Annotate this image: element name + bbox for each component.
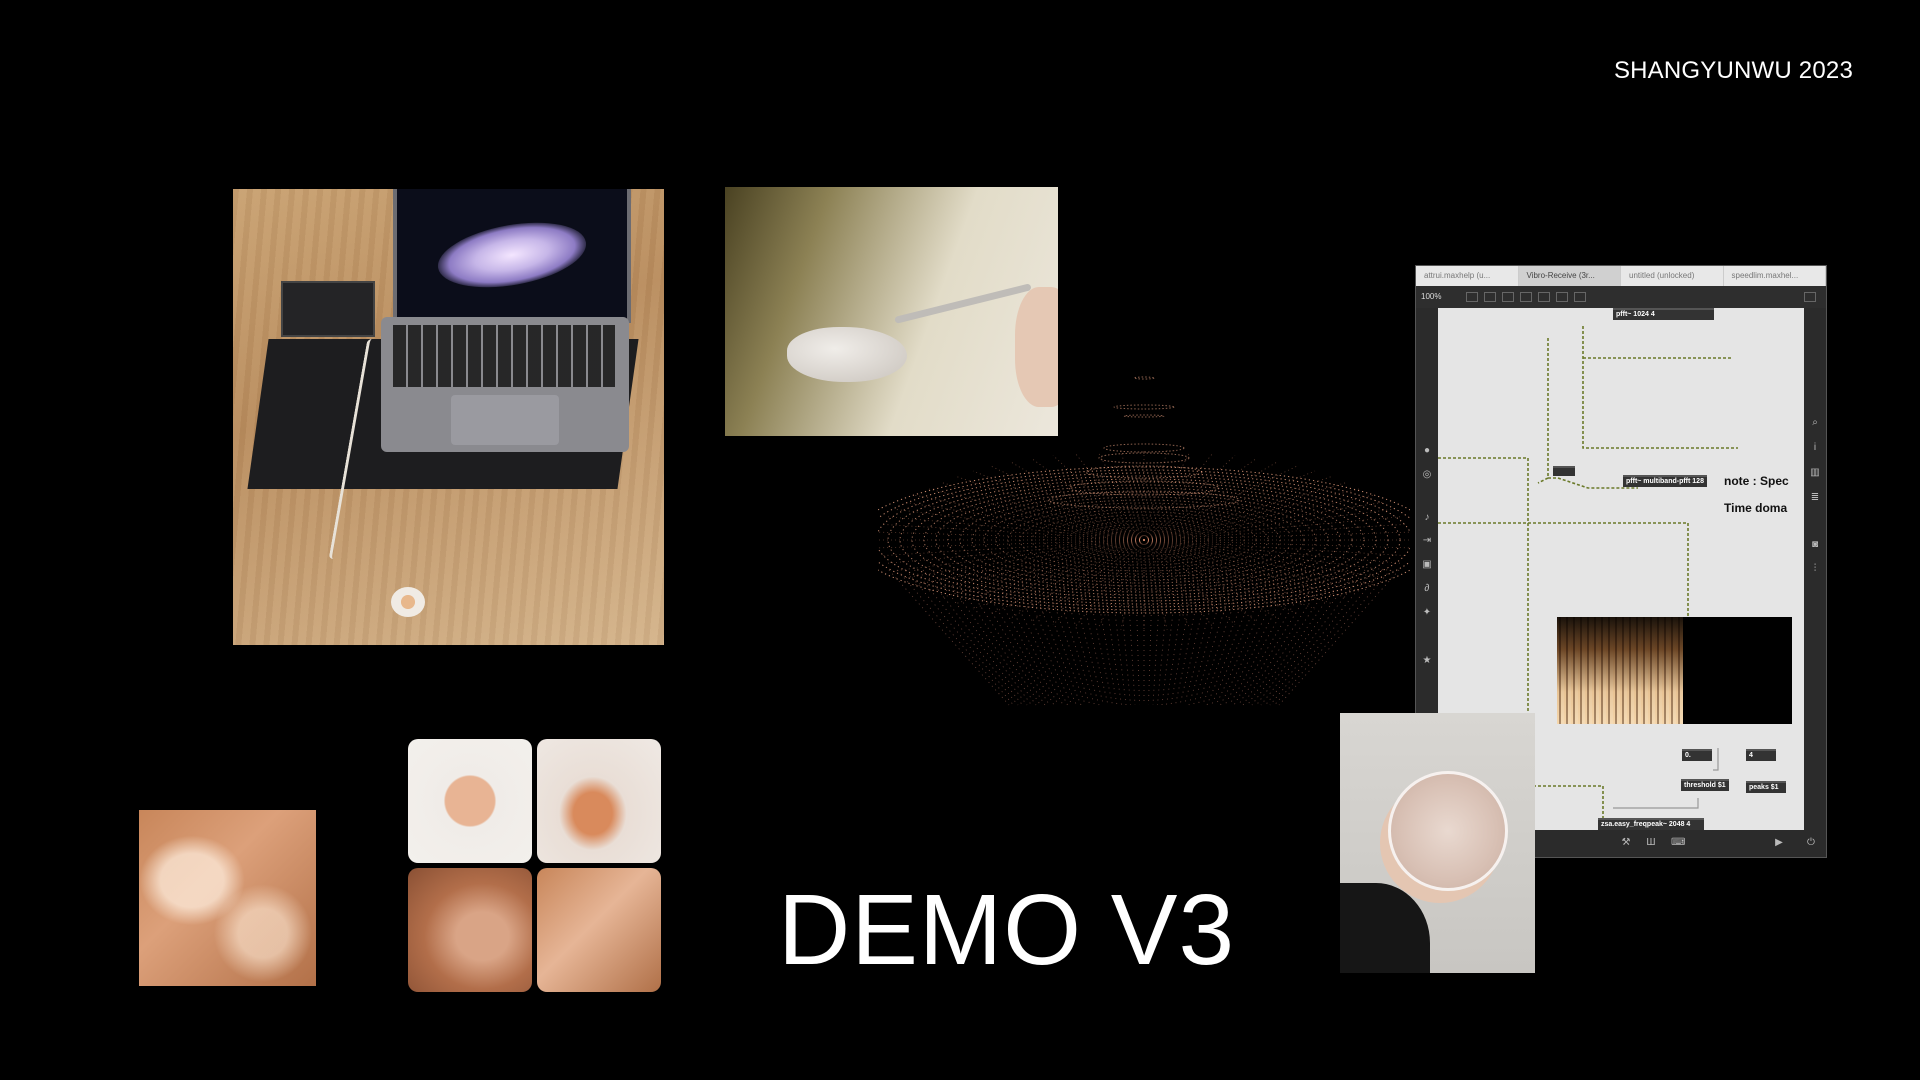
spectrogram <box>1557 617 1792 724</box>
zoom-level[interactable]: 100% <box>1421 292 1442 301</box>
petri-dish-photo <box>1340 713 1535 973</box>
zsa-object[interactable]: zsa.easy_freqpeak~ 2048 4 <box>1598 818 1704 830</box>
comment-icon[interactable] <box>1502 292 1514 302</box>
trackpad <box>451 395 559 445</box>
hand-material-photo-2 <box>537 739 661 863</box>
small-object[interactable] <box>1553 466 1575 476</box>
object-icon[interactable] <box>1520 292 1532 302</box>
author-credit: SHANGYUNWU 2023 <box>1613 57 1853 84</box>
patcher-toolbar: 100% <box>1416 286 1826 308</box>
music-note-icon[interactable]: ♪ <box>1424 512 1430 523</box>
paste-blob <box>787 327 907 382</box>
material-photo-grid <box>408 739 661 992</box>
image-icon[interactable]: ▣ <box>1422 559 1432 570</box>
material-closeup-photo-1 <box>408 868 532 992</box>
time-comment: Time doma <box>1724 501 1788 515</box>
contact-sensor <box>391 587 425 617</box>
wrench-icon[interactable]: ⚒ <box>1621 837 1631 848</box>
laptop-setup-photo <box>233 189 664 645</box>
star-icon[interactable]: ★ <box>1422 655 1432 666</box>
spoon-handle <box>894 283 1032 324</box>
search-icon[interactable]: ⌕ <box>1812 417 1818 428</box>
toggle-icon[interactable] <box>1556 292 1568 302</box>
slide-title: DEMO V3 <box>778 874 1236 986</box>
float-box[interactable]: 0. <box>1682 749 1712 761</box>
tab-attrui[interactable]: attrui.maxhelp (u... <box>1416 266 1519 286</box>
tab-speedlim[interactable]: speedlim.maxhel... <box>1724 266 1826 286</box>
pfft-multiband-object[interactable]: pfft~ multiband-pfft 128 <box>1623 475 1707 487</box>
power-icon[interactable]: ⏻ <box>1807 837 1815 848</box>
hand <box>1015 287 1058 407</box>
columns-icon[interactable]: ▥ <box>1810 467 1820 478</box>
tab-vibro-receive[interactable]: Vibro-Receive (3r... <box>1518 266 1621 286</box>
visual-disc <box>432 212 592 298</box>
puzzle-icon[interactable]: ✦ <box>1422 607 1432 618</box>
list-icon[interactable]: ≣ <box>1810 492 1820 503</box>
camera-icon[interactable]: ◙ <box>1811 539 1819 550</box>
peaks-message[interactable]: peaks $1 <box>1746 781 1786 793</box>
int-box[interactable]: 4 <box>1746 749 1776 761</box>
bracket-icon[interactable]: ⇥ <box>1422 535 1432 546</box>
lock-icon[interactable] <box>1466 292 1478 302</box>
laptop-screen <box>393 189 631 323</box>
info-icon[interactable]: i <box>1813 442 1817 453</box>
message-icon[interactable] <box>1538 292 1550 302</box>
particle-visualization <box>878 376 1410 706</box>
paperclip-icon[interactable]: ∂ <box>1424 583 1430 594</box>
material-closeup-photo-2 <box>537 868 661 992</box>
right-sidebar: ⌕ i ▥ ≣ ◙ ⫶ <box>1804 308 1826 830</box>
columns-bottom-icon[interactable]: Ш <box>1646 837 1656 848</box>
tab-untitled[interactable]: untitled (unlocked) <box>1621 266 1724 286</box>
target-icon[interactable]: ◎ <box>1422 469 1432 480</box>
note-comment: note : Spec <box>1724 474 1789 488</box>
bang-icon[interactable] <box>1574 292 1586 302</box>
petri-dish <box>1388 771 1508 891</box>
palette-icon[interactable]: ● <box>1423 445 1431 456</box>
play-icon[interactable]: ▶ <box>1775 837 1783 848</box>
pfft-object[interactable]: pfft~ 1024 4 <box>1613 308 1714 320</box>
audio-interface <box>281 281 375 337</box>
left-sidebar: ● ◎ ♪ ⇥ ▣ ∂ ✦ ★ <box>1416 308 1438 830</box>
tab-bar: attrui.maxhelp (u... Vibro-Receive (3r..… <box>1416 266 1826 286</box>
keyboard-icon[interactable]: ⌨ <box>1671 837 1686 848</box>
spoon-photo <box>725 187 1058 436</box>
mixer-icon[interactable]: ⫶ <box>1813 563 1817 574</box>
presentation-icon[interactable] <box>1484 292 1496 302</box>
grid-icon[interactable] <box>1804 292 1816 302</box>
hand-material-photo-1 <box>408 739 532 863</box>
material-texture-photo <box>139 810 316 986</box>
laptop-keyboard <box>381 317 629 452</box>
threshold-message[interactable]: threshold $1 <box>1681 779 1729 791</box>
